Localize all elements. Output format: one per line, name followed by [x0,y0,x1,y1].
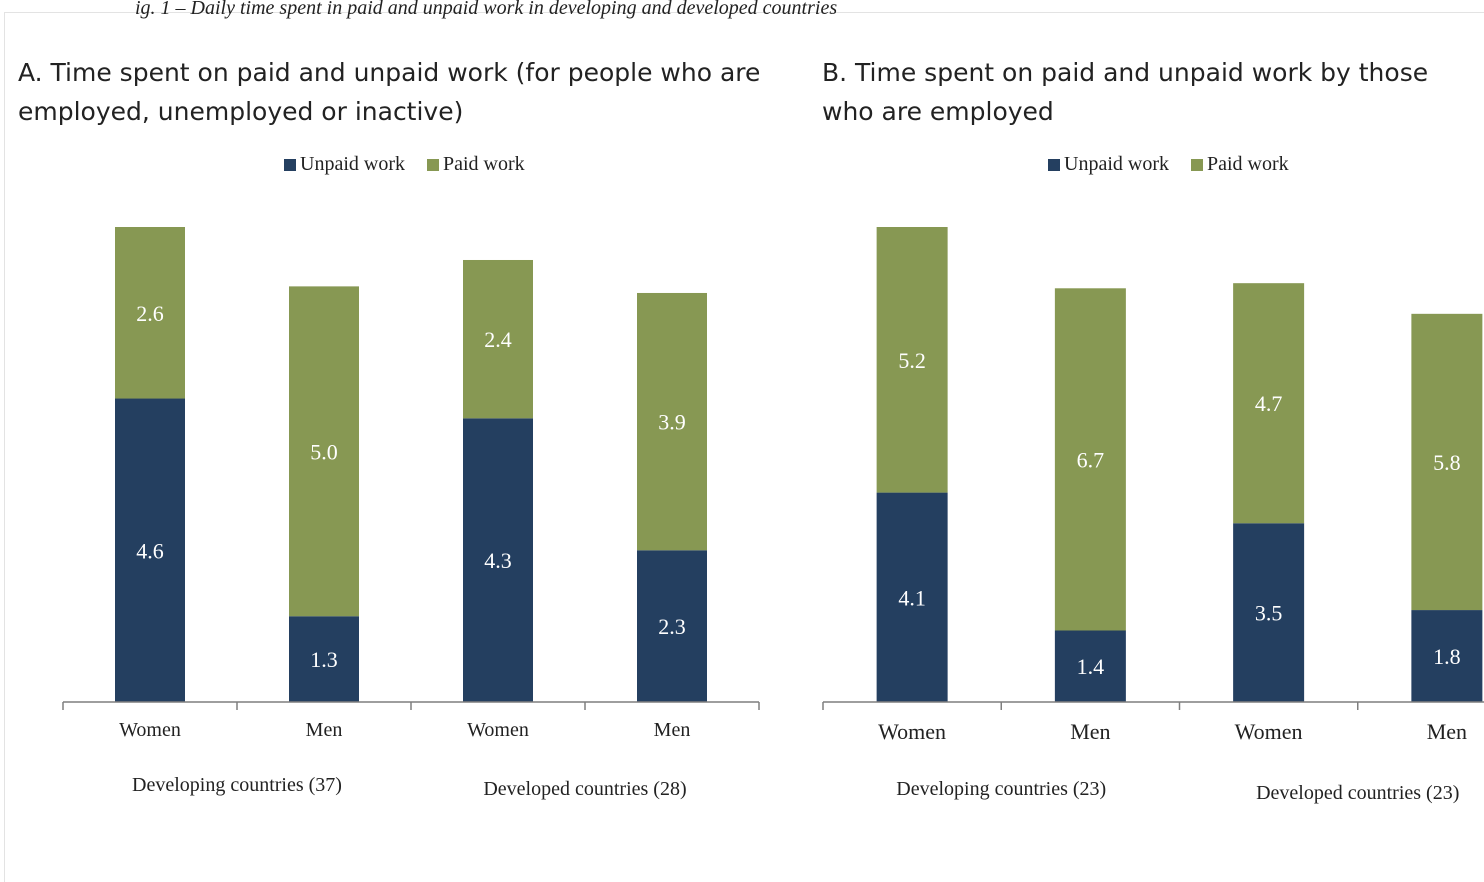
bar-segment-unpaid [115,398,185,702]
bar-segment-unpaid [637,550,707,702]
data-label: 5.0 [310,439,338,464]
legend-swatch-unpaid [1048,158,1060,171]
bar-segment-paid [289,286,359,617]
legend-item-unpaid: Unpaid work [284,153,405,176]
bar-segment-paid [1054,288,1126,631]
category-label: Men [306,719,343,741]
data-label: 1.3 [310,647,338,672]
category-label: Women [1235,719,1303,744]
panel-b-title: B. Time spent on paid and unpaid work by… [822,58,1429,126]
legend-item-paid: Paid work [426,153,525,176]
group-label: Developing countries (23) [896,778,1106,800]
category-label: Men [654,719,691,741]
data-label: 1.4 [1077,654,1105,679]
category-label: Women [878,719,946,744]
data-label: 2.4 [484,327,512,352]
legend-label-unpaid: Unpaid work [300,153,405,175]
data-label: 3.9 [658,410,686,435]
bar-segment-unpaid [1411,610,1483,702]
bar-segment-unpaid [463,418,533,702]
category-label: Men [1427,719,1467,744]
data-label: 4.1 [898,585,926,610]
data-label: 2.6 [136,301,164,326]
group-label: Developed countries (28) [483,778,686,800]
data-label: 5.8 [1433,450,1461,475]
figure-caption: ig. 1 – Daily time spent in paid and unp… [135,0,838,19]
group-label: Developing countries (37) [132,774,342,796]
bar-segment-unpaid [289,616,359,702]
legend-label-paid: Paid work [1206,153,1289,175]
legend-swatch-unpaid [284,158,296,171]
bar-segment-unpaid [1233,523,1305,702]
legend-swatch-paid [1190,158,1203,171]
data-label: 3.5 [1255,601,1283,626]
legend-swatch-paid [426,158,439,171]
data-label: 4.7 [1255,391,1283,416]
legend-label-unpaid: Unpaid work [1064,153,1169,175]
panel-b-legend: Unpaid work Paid work [1048,153,1311,176]
panel-a-legend: Unpaid work Paid work [284,153,547,176]
category-label: Women [467,719,529,741]
bar-segment-paid [115,227,185,399]
legend-item-paid: Paid work [1190,153,1289,176]
bar-segment-paid [637,292,707,551]
bar-segment-paid [1233,283,1305,524]
bar-segment-paid [463,259,533,419]
legend-label-paid: Paid work [442,153,525,175]
data-label: 5.2 [898,348,926,373]
group-label: Developed countries (23) [1256,782,1459,804]
figure-frame: ig. 1 – Daily time spent in paid and unp… [4,0,1484,882]
data-label: 4.3 [484,548,512,573]
bar-segment-unpaid [876,492,948,702]
panel-a-title: A. Time spent on paid and unpaid work (f… [18,58,761,126]
data-label: 4.6 [136,538,164,563]
data-label: 2.3 [658,614,686,639]
category-label: Women [119,719,181,741]
data-label: 6.7 [1077,447,1105,472]
bar-segment-paid [1411,313,1483,611]
category-label: Men [1070,719,1110,744]
bar-segment-paid [876,227,948,493]
data-label: 1.8 [1433,644,1461,669]
bar-segment-unpaid [1054,630,1126,702]
legend-item-unpaid: Unpaid work [1048,153,1169,176]
